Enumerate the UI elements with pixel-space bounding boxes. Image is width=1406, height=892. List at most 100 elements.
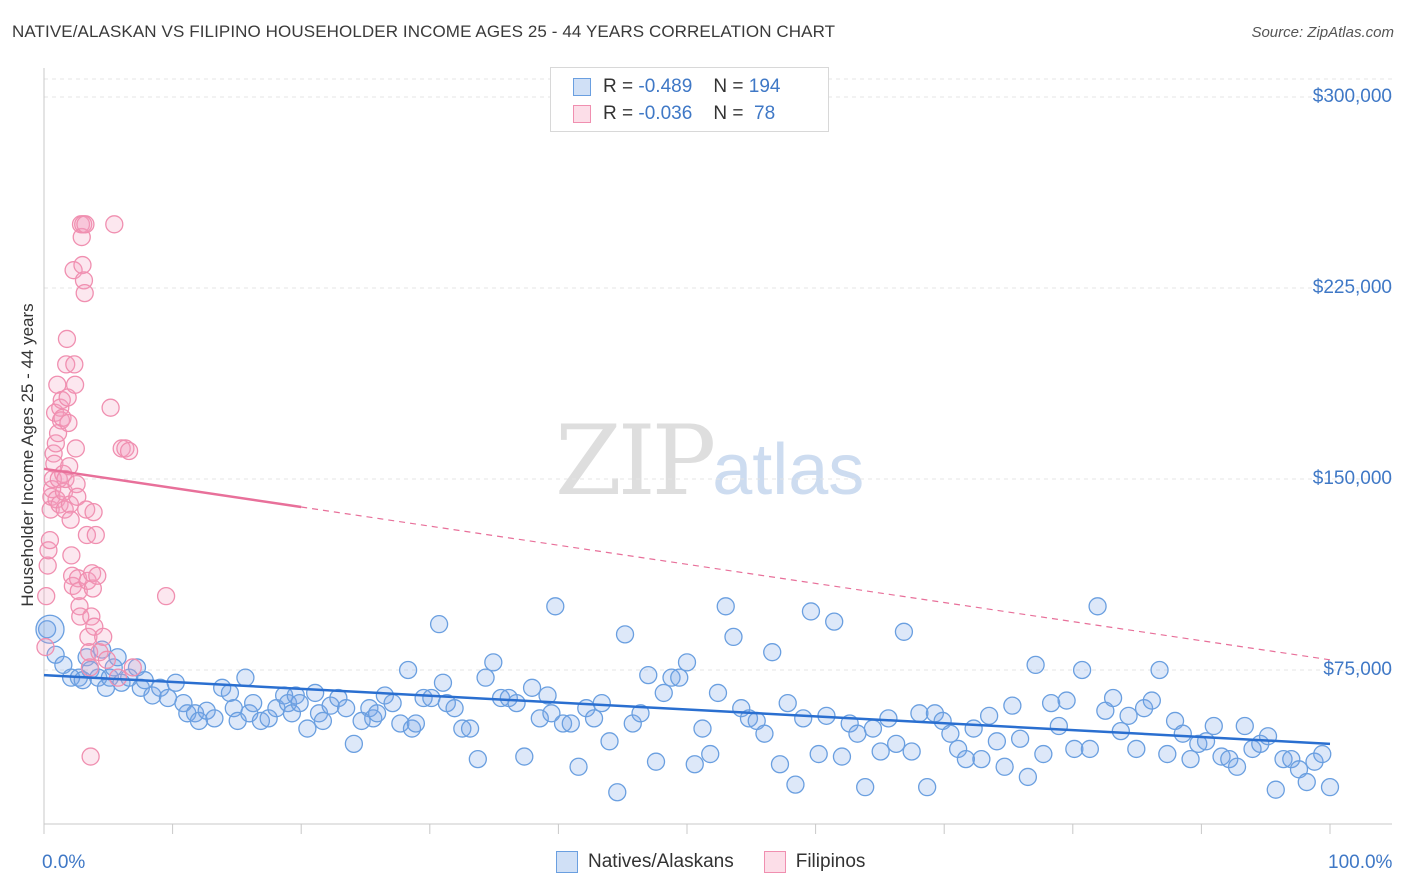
native-alaskan-point [344,734,364,754]
blue-swatch [573,78,591,96]
native-alaskan-point [1274,749,1293,769]
native-alaskan-point [778,693,797,713]
native-alaskan-point [236,668,255,687]
y-tick-label: $150,000 [1312,468,1392,489]
native-alaskan-point [1227,757,1247,776]
native-alaskan-point [631,704,650,723]
native-alaskan-point [445,699,464,718]
native-alaskan-point [770,755,790,774]
native-alaskan-point [1220,749,1239,769]
y-tick-label: $300,000 [1312,86,1392,107]
filipino-point [60,457,79,476]
filipino-point [88,566,107,585]
watermark-zip: ZIP [555,405,716,517]
native-alaskan-point [433,673,453,692]
legend-row-natives: R = -0.489 N = 194 [573,74,780,100]
native-alaskan-point [398,660,418,680]
native-alaskan-point [863,719,883,738]
native-alaskan-point [786,775,805,794]
native-alaskan-point [561,714,580,733]
native-alaskan-point [1158,744,1177,764]
filipino-point [65,355,84,374]
native-alaskan-point [716,597,735,616]
native-alaskan-point [205,709,224,728]
native-alaskan-point [1150,660,1169,680]
native-alaskan-point [515,747,534,766]
filipino-point [55,500,74,519]
native-alaskan-point [848,724,867,743]
native-alaskan-point [1134,699,1154,718]
native-alaskan-point [856,777,875,797]
native-alaskan-point [476,668,495,687]
native-alaskan-point [1080,739,1099,759]
r-value: -0.489 [638,76,693,97]
filipino-point [42,480,62,499]
filipino-trend-line-dashed [301,506,1331,661]
filipino-point [38,556,57,575]
native-alaskan-point [1103,688,1123,708]
native-alaskan-point [979,706,999,725]
filipino-trend-line-solid [43,467,302,509]
source-label: Source: ZipAtlas.com [1251,24,1394,41]
native-alaskan-point [763,643,782,662]
native-alaskan-point [507,693,526,713]
native-alaskan-point [701,744,720,764]
native-alaskan-point [367,704,387,723]
native-alaskan-point [724,627,743,647]
native-alaskan-point [244,693,263,713]
filipino-point [53,408,72,428]
native-alaskan-point [879,709,898,728]
native-alaskan-point [1026,655,1045,675]
x-tick-label-min: 0.0% [42,852,86,873]
native-alaskan-point [646,752,666,771]
filipino-point [65,375,85,394]
legend-item-filipinos: Filipinos [763,851,865,873]
native-alaskan-point [522,678,542,697]
native-alaskan-point [755,724,774,743]
filipino-point [59,413,78,433]
native-alaskan-point [1196,732,1216,751]
native-alaskan-point [1057,691,1076,710]
native-alaskan-point [569,757,588,776]
native-alaskan-point [197,701,216,720]
native-alaskan-point [1018,767,1038,787]
native-alaskan-point [1034,744,1053,764]
native-alaskan-point [794,709,813,728]
native-alaskan-point [313,711,333,731]
native-alaskan-point [538,686,557,705]
native-alaskan-point [708,683,728,703]
native-alaskan-point [1204,716,1223,736]
native-alaskan-point [1258,727,1278,746]
native-alaskan-point [1266,780,1285,799]
watermark-atlas: atlas [712,430,865,510]
native-alaskan-point [1072,660,1092,680]
native-alaskan-point [995,757,1014,776]
n-label: N = [713,76,744,97]
native-alaskan-point [1010,729,1030,748]
native-alaskan-point [1320,777,1340,797]
native-alaskan-point [336,699,356,718]
native-alaskan-point [1049,716,1069,736]
filipino-point [36,637,55,657]
native-alaskan-point [887,734,906,754]
native-alaskan-point [902,742,921,761]
native-alaskan-point [406,714,426,733]
native-alaskan-point [375,686,395,705]
native-alaskan-point [104,658,123,677]
native-alaskan-point [600,732,619,751]
watermark: ZIPatlas [555,405,864,517]
filipino-point [80,658,100,677]
native-alaskan-point [1119,706,1138,725]
native-alaskan-point [1173,724,1192,743]
filipino-point [74,271,94,290]
filipino-point [97,650,117,669]
native-alaskan-point [592,693,611,713]
native-alaskan-point [530,709,549,728]
filipino-point [67,474,86,494]
n-value: 78 [748,103,776,124]
filipino-point [73,255,92,275]
native-alaskan-point [1041,693,1061,713]
filipino-point [123,658,142,677]
pink-swatch [763,851,786,873]
